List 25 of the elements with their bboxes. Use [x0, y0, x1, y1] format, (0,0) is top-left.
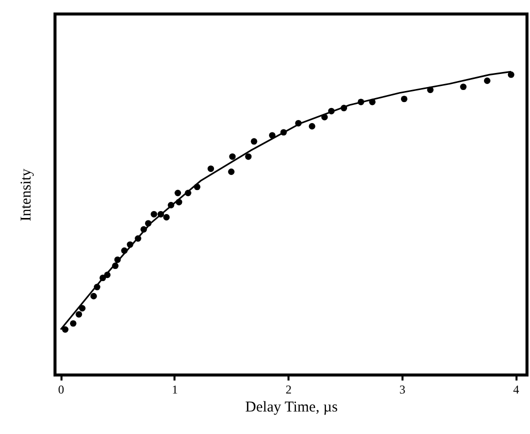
x-tick-label: 3	[399, 382, 406, 396]
point	[174, 190, 182, 196]
point	[245, 153, 252, 160]
point	[150, 210, 158, 218]
point	[228, 168, 235, 175]
x-tick-label: 4	[513, 382, 520, 396]
point	[90, 292, 97, 300]
x-axis-title: Delay Time, µs	[245, 400, 338, 416]
point	[163, 214, 170, 220]
y-axis-title: Intensity	[18, 168, 34, 222]
point	[508, 71, 514, 78]
point	[79, 305, 86, 312]
point	[250, 138, 258, 145]
point	[460, 84, 467, 90]
point	[229, 153, 236, 160]
point	[484, 78, 490, 84]
point	[400, 96, 408, 102]
point	[70, 320, 76, 327]
x-tick-label: 0	[58, 382, 64, 396]
x-tick-label: 1	[172, 382, 178, 396]
point	[208, 165, 214, 172]
point	[76, 311, 82, 318]
point	[62, 326, 68, 333]
point	[308, 123, 316, 130]
x-tick-label: 2	[286, 382, 292, 396]
